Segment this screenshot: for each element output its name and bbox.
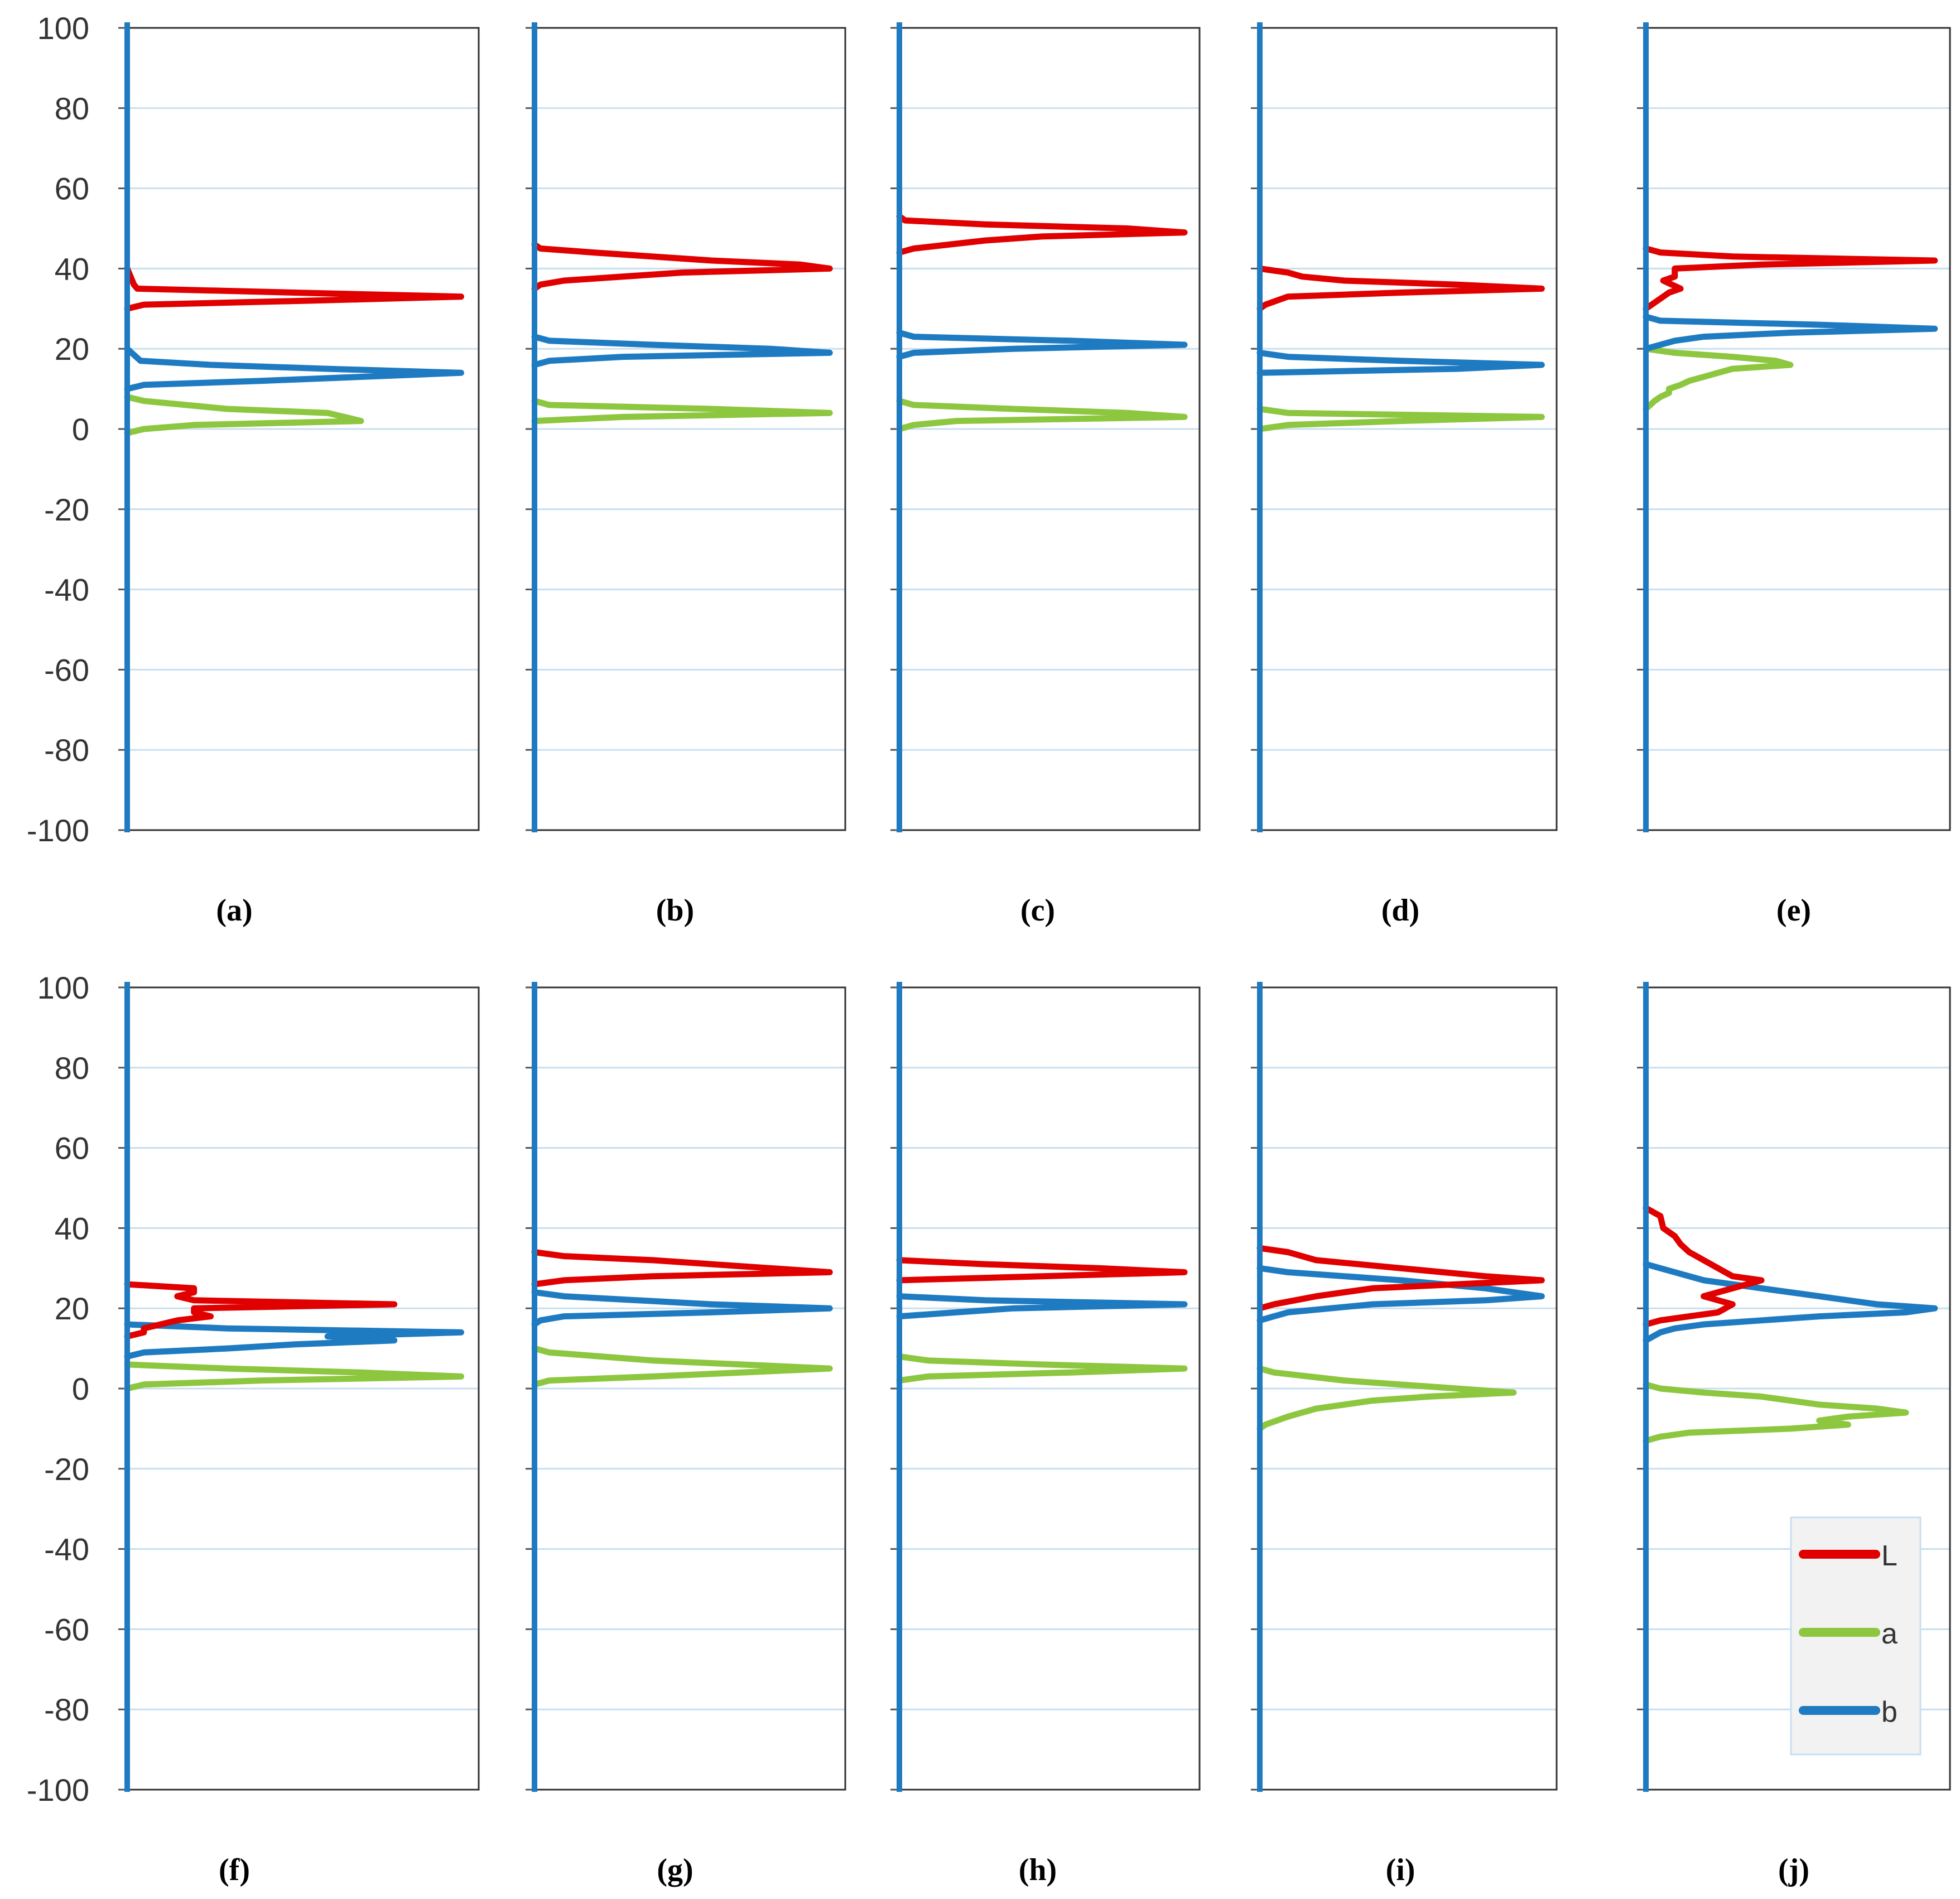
series-b-line: [896, 1293, 1188, 1320]
series-b-line: [531, 1289, 833, 1328]
y-tick-label: 100: [37, 970, 89, 1005]
series-L-line: [1643, 1204, 1765, 1328]
series-b-line: [531, 334, 833, 368]
y-tick-label: -80: [44, 1692, 89, 1727]
y-tick-label: 80: [55, 91, 89, 126]
y-tick-label: -60: [44, 1612, 89, 1647]
series-L-line: [531, 241, 833, 292]
y-tick-label: 40: [55, 1211, 89, 1246]
y-tick-label: -20: [44, 492, 89, 527]
legend-label-a: a: [1881, 1618, 1898, 1650]
y-tick-label: 60: [55, 171, 89, 206]
series-b-line: [124, 345, 464, 392]
series-a-line: [124, 1361, 464, 1392]
panel-d: (d): [1251, 22, 1558, 928]
y-tick-label: -40: [44, 1532, 89, 1567]
legend-label-L: L: [1881, 1540, 1898, 1572]
series-b-line: [124, 1321, 464, 1360]
series-a-line: [124, 394, 364, 436]
series-a-line: [1643, 1381, 1909, 1444]
series-a-line: [531, 398, 833, 425]
series-L-line: [124, 1281, 398, 1339]
panel-g: (g): [526, 982, 846, 1887]
y-tick-label: 0: [72, 1371, 89, 1406]
y-tick-label: 60: [55, 1131, 89, 1166]
y-tick-label: -40: [44, 572, 89, 608]
y-tick-label: -60: [44, 652, 89, 687]
panel-label: (f): [219, 1853, 250, 1887]
y-tick-label: 100: [37, 11, 89, 46]
panel-f: 100 80 60 40 20 0 -20 -40 -60 -80 -100 (f): [27, 970, 480, 1887]
y-tick-label: -80: [44, 732, 89, 768]
y-tick-label: -20: [44, 1452, 89, 1487]
panel-a: 100 80 60 40 20 0 -20 -40 -60 -80 -100 (a): [27, 11, 480, 928]
panel-label: (j): [1778, 1853, 1809, 1887]
y-tick-label: 0: [72, 412, 89, 447]
series-b-line: [896, 329, 1188, 360]
panel-label: (g): [657, 1853, 693, 1887]
panel-label: (e): [1776, 893, 1811, 928]
panel-label: (a): [216, 893, 252, 928]
series-b-line: [1256, 1265, 1545, 1324]
panel-b: (b): [526, 22, 846, 928]
panel-c: (c): [890, 22, 1201, 928]
y-tick-label: -100: [27, 1772, 89, 1808]
legend-label-b: b: [1881, 1696, 1898, 1728]
y-tick-label: 20: [55, 331, 89, 367]
panel-label: (d): [1381, 893, 1419, 928]
y-tick-label: 40: [55, 251, 89, 286]
series-a-line: [1256, 406, 1545, 432]
series-a-line: [531, 1345, 833, 1388]
y-tick-label: -100: [27, 813, 89, 848]
panel-label: (i): [1386, 1853, 1415, 1887]
series-a-line: [1256, 1365, 1517, 1432]
series-a-line: [1643, 345, 1794, 412]
series-L-line: [896, 213, 1188, 256]
series-L-line: [124, 265, 464, 312]
series-a-line: [896, 1353, 1188, 1384]
panel-label: (b): [656, 893, 694, 928]
series-L-line: [1643, 245, 1938, 312]
panels: 100 80 60 40 20 0 -20 -40 -60 -80 -100 (a) (b) (c) (d)…: [27, 11, 1951, 1887]
series-b-line: [1643, 1261, 1938, 1344]
panel-i: (i): [1251, 982, 1558, 1887]
series-b-line: [1643, 314, 1938, 352]
panel-e: (e): [1637, 22, 1951, 928]
legend: L a b: [1790, 1516, 1922, 1756]
panel-label: (h): [1019, 1853, 1057, 1887]
series-L-line: [531, 1249, 833, 1288]
series-a-line: [896, 398, 1188, 432]
series-L-line: [896, 1257, 1188, 1284]
series-L-line: [1256, 265, 1545, 312]
y-tick-label: 80: [55, 1050, 89, 1086]
panel-h: (h): [890, 982, 1201, 1887]
y-tick-label: 20: [55, 1291, 89, 1326]
series-L-line: [1256, 1245, 1545, 1312]
series-b-line: [1256, 349, 1545, 376]
panel-label: (c): [1020, 893, 1055, 928]
